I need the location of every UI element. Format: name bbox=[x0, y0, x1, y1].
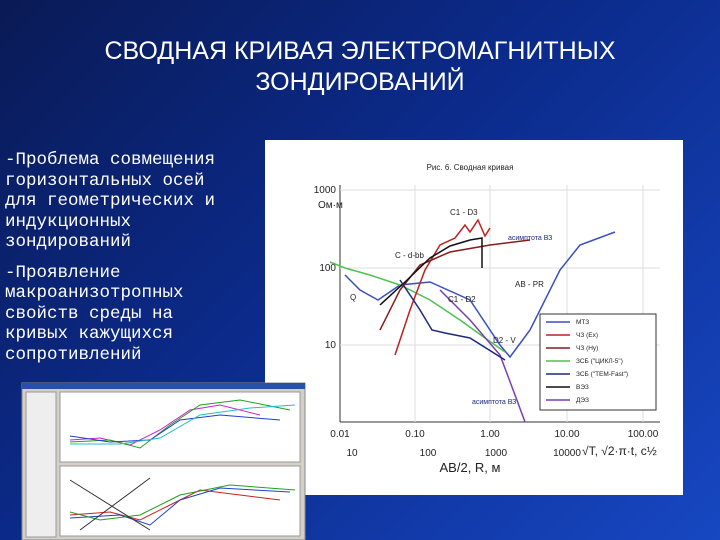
thumb-curve bbox=[69, 404, 261, 446]
legend-label: ДЭЗ bbox=[576, 397, 589, 404]
thumb-curve bbox=[69, 399, 291, 449]
legend-label: ЧЗ (Hy) bbox=[576, 345, 598, 352]
legend-label: ЧЗ (Ex) bbox=[576, 332, 598, 339]
x-tick-label: 100.00 bbox=[628, 429, 659, 440]
annotation: AB - PR bbox=[515, 280, 544, 289]
legend-label: МТЗ bbox=[576, 319, 589, 326]
legend-label: ЗСБ ("ЦИКЛ-5") bbox=[576, 358, 623, 365]
thumb-curve bbox=[69, 414, 281, 443]
legend-entries: МТЗ ЧЗ (Ex) ЧЗ (Hy) ЗСБ ("ЦИКЛ-5") ЗСБ (… bbox=[546, 319, 628, 404]
x-tick-label: 100 bbox=[420, 448, 437, 459]
thumb-curve bbox=[70, 404, 296, 445]
annotation: асимптота ВЗ bbox=[472, 399, 516, 406]
annotation: C - d-bb bbox=[395, 251, 424, 260]
curve-green bbox=[329, 261, 506, 353]
x-tick-label: 10000 bbox=[553, 448, 581, 459]
thumb-curve bbox=[69, 489, 281, 521]
curve-darkred bbox=[379, 239, 531, 331]
legend-label: ЗСБ ("TEM-Fast") bbox=[576, 371, 628, 378]
x-axis-label: AB/2, R, м bbox=[440, 460, 501, 475]
x-tick-label: 10 bbox=[346, 448, 358, 459]
software-thumbnail bbox=[21, 382, 306, 540]
y-tick-label: 1000 bbox=[314, 185, 337, 196]
x-tick-label: 10.00 bbox=[554, 429, 579, 440]
x-tick-label: 1.00 bbox=[480, 429, 500, 440]
annotation: D2 - V bbox=[493, 336, 516, 345]
plot-panel bbox=[59, 465, 301, 537]
x-tick-label: 0.10 bbox=[405, 429, 425, 440]
curves bbox=[329, 218, 616, 423]
bullet: -Проявление макроанизотропных свойств ср… bbox=[5, 262, 184, 365]
y-tick-label: 100 bbox=[319, 263, 336, 274]
bullet: -Проблема совмещения горизонтальных осей… bbox=[5, 150, 216, 252]
thumb-curve bbox=[79, 477, 151, 531]
curve-ves bbox=[379, 237, 483, 306]
x-axis-label: √T, √2·π·t, c½ bbox=[582, 444, 657, 458]
y-tick-label: 10 bbox=[325, 340, 337, 351]
legend-label: ВЭЗ bbox=[576, 384, 589, 391]
legend bbox=[539, 313, 657, 411]
slide-title: СВОДНАЯ КРИВАЯ ЭЛЕКТРОМАГНИТНЫХ ЗОНДИРОВ… bbox=[104, 37, 616, 96]
x-tick-label: 1000 bbox=[485, 448, 508, 459]
window-titlebar bbox=[22, 383, 305, 389]
curve-tem bbox=[399, 279, 506, 361]
curve-des bbox=[439, 289, 526, 423]
annotation: асимптота ВЗ bbox=[508, 235, 552, 242]
curve-mtz bbox=[344, 231, 616, 359]
annotation: C1 - D3 bbox=[450, 208, 478, 217]
side-panel bbox=[25, 391, 57, 538]
figure-caption: Рис. 6. Сводная кривая bbox=[427, 163, 514, 172]
bullet-list: -Проблема совмещения горизонтальных осей… bbox=[5, 150, 231, 375]
annotation: Q bbox=[350, 293, 356, 302]
y-axis-unit: Ом·м bbox=[318, 200, 343, 211]
thumbnail-curves bbox=[69, 399, 296, 531]
thumb-curve bbox=[69, 487, 291, 526]
annotation: C1 - D2 bbox=[448, 295, 476, 304]
x-tick-label: 0.01 bbox=[330, 429, 350, 440]
curve-red bbox=[394, 218, 491, 356]
thumb-curve bbox=[69, 479, 151, 531]
